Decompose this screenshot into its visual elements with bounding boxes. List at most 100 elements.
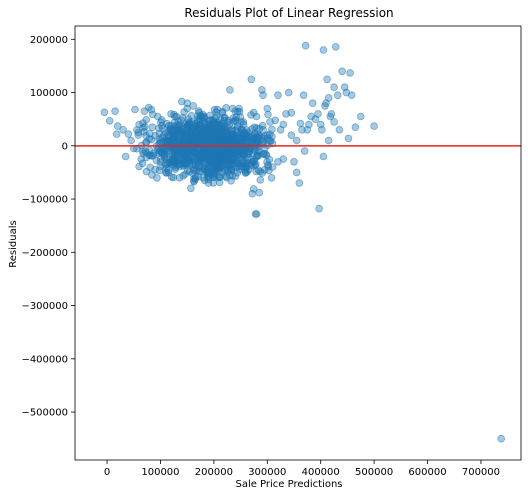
data-point (175, 128, 184, 137)
data-point (142, 116, 151, 124)
data-point (145, 135, 154, 143)
data-point (160, 153, 169, 162)
data-point (210, 171, 218, 179)
data-point (370, 122, 378, 130)
y-axis-label: Residuals (8, 220, 19, 267)
x-tick-label: 0 (104, 467, 110, 478)
y-tick-label: −400000 (21, 354, 68, 365)
data-point (227, 164, 236, 172)
data-point (229, 117, 238, 126)
data-point (216, 146, 224, 154)
data-point (211, 157, 219, 165)
data-point (227, 177, 235, 185)
data-point (250, 157, 259, 166)
data-point (265, 155, 274, 164)
data-point (231, 126, 239, 135)
data-point (204, 179, 213, 187)
data-point (246, 143, 255, 151)
data-point (210, 120, 218, 129)
data-point (301, 41, 310, 50)
data-point (279, 120, 288, 129)
data-point (327, 110, 336, 118)
x-axis-ticks: 0 100000 200000 300000 400000 500000 600000 700… (104, 460, 500, 478)
data-point (263, 104, 272, 113)
x-tick-label: 400000 (302, 467, 340, 478)
data-point (164, 168, 173, 177)
data-point (111, 107, 119, 115)
data-point (347, 91, 356, 99)
x-tick-label: 500000 (355, 467, 393, 478)
data-point (258, 121, 267, 130)
data-point (295, 179, 304, 187)
data-point (351, 123, 360, 131)
data-point (223, 136, 232, 145)
data-point (201, 119, 209, 127)
data-point (112, 130, 121, 138)
data-point (244, 166, 253, 174)
data-point (124, 130, 133, 138)
data-point (188, 169, 197, 178)
data-point (263, 131, 272, 140)
data-point (268, 125, 276, 134)
data-point (239, 118, 248, 126)
data-point (149, 149, 158, 158)
data-point (314, 110, 322, 118)
data-point (252, 112, 261, 121)
data-point (179, 172, 188, 180)
data-point (184, 115, 193, 123)
data-point (192, 166, 201, 175)
data-point (190, 177, 198, 186)
data-point (284, 88, 293, 97)
data-point (292, 168, 301, 177)
data-point (199, 147, 208, 155)
data-point (113, 122, 122, 130)
data-point (220, 113, 229, 122)
data-point (170, 156, 179, 165)
data-point (156, 162, 165, 171)
data-point (319, 46, 328, 54)
data-point (217, 136, 225, 144)
data-point (267, 174, 276, 182)
data-point (236, 133, 245, 142)
data-point (235, 107, 244, 116)
data-point (239, 145, 248, 154)
data-point (247, 75, 256, 84)
data-point (307, 112, 315, 121)
plot-frame (74, 25, 522, 461)
data-point (148, 123, 157, 131)
data-point (119, 126, 127, 134)
data-point (308, 99, 317, 107)
data-point (226, 86, 234, 94)
data-point (187, 184, 195, 193)
data-point (344, 134, 353, 143)
data-point (226, 171, 234, 179)
data-point (335, 126, 344, 134)
data-point (279, 155, 288, 163)
data-point (290, 158, 298, 166)
data-point (233, 168, 242, 177)
data-point (260, 166, 269, 174)
data-point (194, 158, 202, 166)
data-point (223, 140, 232, 149)
x-tick-label: 300000 (248, 467, 286, 478)
data-point (497, 434, 506, 443)
data-point (338, 67, 346, 76)
data-point (317, 126, 326, 134)
data-point (155, 124, 163, 132)
data-point (183, 99, 192, 107)
data-point (198, 131, 206, 139)
data-point (215, 163, 224, 171)
y-axis-ticks: 200000 100000 0 −100000 −200000 −300000 −40000… (21, 35, 75, 419)
data-point (121, 152, 130, 161)
data-point (100, 108, 109, 117)
data-point (237, 162, 246, 171)
data-point (135, 162, 143, 171)
data-point (232, 113, 241, 122)
data-point (219, 161, 227, 170)
data-point (144, 103, 153, 112)
data-point (175, 174, 184, 182)
data-point (176, 149, 184, 157)
data-point (176, 121, 184, 129)
data-point (127, 136, 135, 145)
